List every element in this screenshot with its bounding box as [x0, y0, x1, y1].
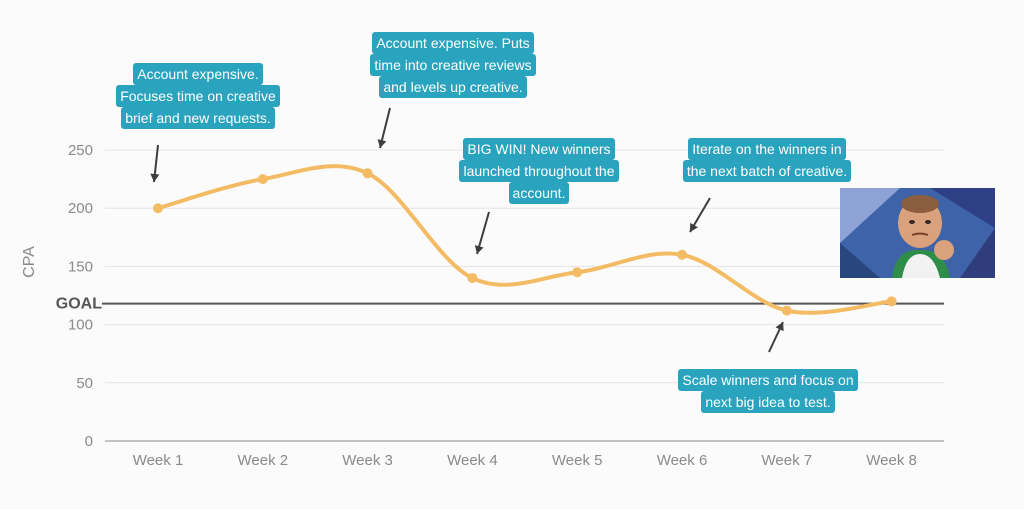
data-point-week-8 [886, 296, 897, 307]
annotation-line: brief and new requests. [121, 107, 275, 129]
data-point-week-7 [781, 305, 792, 316]
data-point-week-1 [153, 203, 163, 214]
annotation-arrow [377, 107, 391, 149]
annotation-line: Iterate on the winners in [688, 138, 846, 160]
y-tick-label: 150 [68, 258, 93, 275]
annotation-week4: BIG WIN! New winners launched throughout… [444, 138, 634, 204]
y-axis-title: CPA [21, 246, 38, 278]
x-tick-label: Week 3 [342, 452, 393, 469]
annotation-arrow [474, 211, 490, 255]
x-tick-label: Week 1 [133, 452, 184, 469]
annotation-line: Account expensive. Puts [372, 32, 534, 54]
annotation-week7: Scale winners and focus on next big idea… [660, 369, 876, 413]
success-kid-meme-icon [840, 188, 995, 278]
x-tick-label: Week 2 [238, 452, 289, 469]
y-tick-label: 200 [68, 200, 93, 217]
annotation-arrows [150, 107, 784, 353]
data-point-week-5 [572, 267, 583, 278]
annotation-week1: Account expensive. Focuses time on creat… [103, 63, 293, 129]
data-point-week-4 [467, 273, 478, 284]
cpa-series-line [156, 164, 894, 315]
x-tick-labels: Week 1 Week 2 Week 3 Week 4 Week 5 Week 6 Week… [133, 452, 917, 469]
annotation-line: account. [508, 182, 570, 204]
data-point-week-6 [677, 249, 687, 260]
annotation-line: Focuses time on creative [116, 85, 280, 107]
annotation-line: launched throughout the [459, 160, 619, 182]
goal-label: GOAL [56, 296, 102, 313]
x-tick-label: Week 5 [552, 452, 603, 469]
y-tick-label: 0 [85, 433, 93, 450]
annotation-line: and levels up creative. [379, 76, 527, 98]
annotation-line: Scale winners and focus on [678, 369, 858, 391]
y-tick-label: 50 [76, 375, 93, 392]
x-tick-label: Week 4 [447, 452, 498, 469]
y-tick-label: 100 [68, 317, 93, 334]
annotation-arrow [768, 321, 784, 353]
data-point-week-3 [362, 168, 373, 179]
annotation-line: Account expensive. [133, 63, 263, 85]
data-points [153, 168, 897, 316]
annotation-arrow [150, 144, 160, 183]
annotation-line: BIG WIN! New winners [463, 138, 615, 160]
y-tick-labels: 0 50 100 150 200 250 [68, 142, 93, 450]
annotation-line: next big idea to test. [701, 391, 835, 413]
x-tick-label: Week 7 [762, 452, 813, 469]
annotation-week3: Account expensive. Puts time into creati… [355, 32, 551, 98]
y-tick-label: 250 [68, 142, 93, 159]
x-tick-label: Week 6 [657, 452, 708, 469]
annotation-line: the next batch of creative. [682, 160, 852, 182]
data-point-week-2 [257, 174, 268, 185]
x-tick-label: Week 8 [866, 452, 917, 469]
annotation-arrow [689, 197, 711, 233]
success-kid-image [840, 188, 995, 278]
annotation-week6: Iterate on the winners in the next batch… [668, 138, 866, 182]
annotation-line: time into creative reviews [370, 54, 536, 76]
